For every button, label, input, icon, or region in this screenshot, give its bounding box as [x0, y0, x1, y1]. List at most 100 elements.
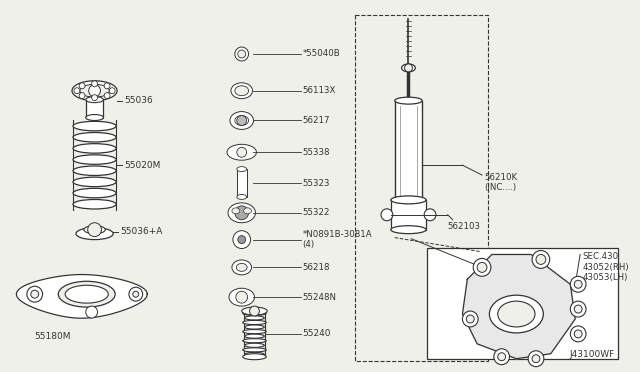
Circle shape: [250, 306, 259, 316]
Ellipse shape: [230, 112, 253, 129]
Ellipse shape: [391, 226, 426, 234]
Text: 562103: 562103: [448, 222, 481, 231]
Text: 55248N: 55248N: [303, 293, 337, 302]
Ellipse shape: [228, 203, 255, 223]
Circle shape: [570, 326, 586, 342]
Circle shape: [237, 147, 246, 157]
Circle shape: [237, 116, 246, 125]
Circle shape: [574, 305, 582, 313]
Circle shape: [424, 209, 436, 221]
Circle shape: [467, 315, 474, 323]
Circle shape: [233, 231, 250, 248]
Ellipse shape: [498, 301, 535, 327]
Circle shape: [532, 250, 550, 268]
Ellipse shape: [243, 320, 266, 324]
Circle shape: [88, 223, 102, 237]
Ellipse shape: [395, 196, 422, 203]
Circle shape: [238, 50, 246, 58]
Circle shape: [27, 286, 43, 302]
Ellipse shape: [73, 199, 116, 209]
Ellipse shape: [232, 260, 252, 275]
Ellipse shape: [236, 263, 247, 271]
Ellipse shape: [244, 316, 264, 320]
Circle shape: [574, 330, 582, 338]
Ellipse shape: [490, 295, 543, 333]
Circle shape: [494, 349, 509, 365]
Ellipse shape: [65, 285, 108, 303]
Text: 55036: 55036: [124, 96, 153, 105]
Circle shape: [404, 64, 412, 72]
Ellipse shape: [86, 97, 104, 103]
Text: 56113X: 56113X: [303, 86, 336, 95]
Circle shape: [570, 301, 586, 317]
Circle shape: [236, 291, 248, 303]
Text: J43100WF: J43100WF: [569, 350, 614, 359]
Circle shape: [536, 254, 546, 264]
Bar: [237, 169, 246, 197]
Ellipse shape: [73, 121, 116, 131]
Ellipse shape: [242, 307, 268, 315]
Bar: [86, 100, 104, 118]
Circle shape: [79, 93, 85, 99]
Ellipse shape: [227, 144, 257, 160]
Ellipse shape: [76, 228, 113, 240]
Circle shape: [574, 280, 582, 288]
Circle shape: [92, 95, 97, 101]
Polygon shape: [463, 254, 575, 359]
Ellipse shape: [73, 132, 116, 142]
Ellipse shape: [244, 352, 264, 356]
Bar: [395, 101, 422, 200]
Bar: [355, 15, 488, 361]
Ellipse shape: [243, 311, 266, 315]
Text: SEC.430
43052(RH)
43053(LH): SEC.430 43052(RH) 43053(LH): [582, 253, 628, 282]
Ellipse shape: [244, 334, 264, 338]
Circle shape: [570, 276, 586, 292]
Ellipse shape: [243, 348, 266, 352]
Ellipse shape: [235, 116, 248, 125]
Circle shape: [86, 306, 97, 318]
Ellipse shape: [73, 144, 116, 153]
Circle shape: [129, 287, 143, 301]
Ellipse shape: [244, 343, 264, 347]
Ellipse shape: [243, 330, 266, 334]
Ellipse shape: [86, 115, 104, 121]
Text: *N0891B-3081A
(4): *N0891B-3081A (4): [303, 230, 372, 249]
Ellipse shape: [84, 226, 106, 234]
Ellipse shape: [232, 208, 240, 214]
Text: 56218: 56218: [303, 263, 330, 272]
Ellipse shape: [395, 97, 422, 104]
Circle shape: [89, 85, 100, 97]
Ellipse shape: [73, 177, 116, 187]
Polygon shape: [17, 275, 147, 318]
Bar: [391, 200, 426, 230]
Circle shape: [477, 262, 487, 272]
Circle shape: [92, 81, 97, 87]
Text: 55036+A: 55036+A: [120, 227, 163, 236]
Circle shape: [532, 355, 540, 363]
Ellipse shape: [243, 354, 266, 360]
Circle shape: [381, 209, 393, 221]
Ellipse shape: [72, 81, 117, 101]
Ellipse shape: [237, 167, 246, 171]
Circle shape: [528, 351, 544, 367]
Ellipse shape: [235, 47, 248, 61]
Text: *55040B: *55040B: [303, 49, 340, 58]
Circle shape: [498, 353, 506, 361]
Text: 56217: 56217: [303, 116, 330, 125]
Text: 56210K
(INC....): 56210K (INC....): [484, 173, 517, 192]
Ellipse shape: [80, 84, 109, 97]
Circle shape: [104, 93, 110, 99]
Text: 55240: 55240: [303, 329, 331, 339]
Ellipse shape: [244, 208, 252, 214]
Ellipse shape: [58, 281, 115, 307]
Ellipse shape: [402, 64, 415, 72]
Circle shape: [104, 83, 110, 89]
Ellipse shape: [243, 339, 266, 343]
Text: 55322: 55322: [303, 208, 330, 217]
Text: 55020M: 55020M: [124, 161, 161, 170]
Circle shape: [238, 235, 246, 244]
Ellipse shape: [244, 325, 264, 329]
Ellipse shape: [73, 188, 116, 198]
Bar: [427, 247, 618, 359]
Ellipse shape: [73, 155, 116, 164]
